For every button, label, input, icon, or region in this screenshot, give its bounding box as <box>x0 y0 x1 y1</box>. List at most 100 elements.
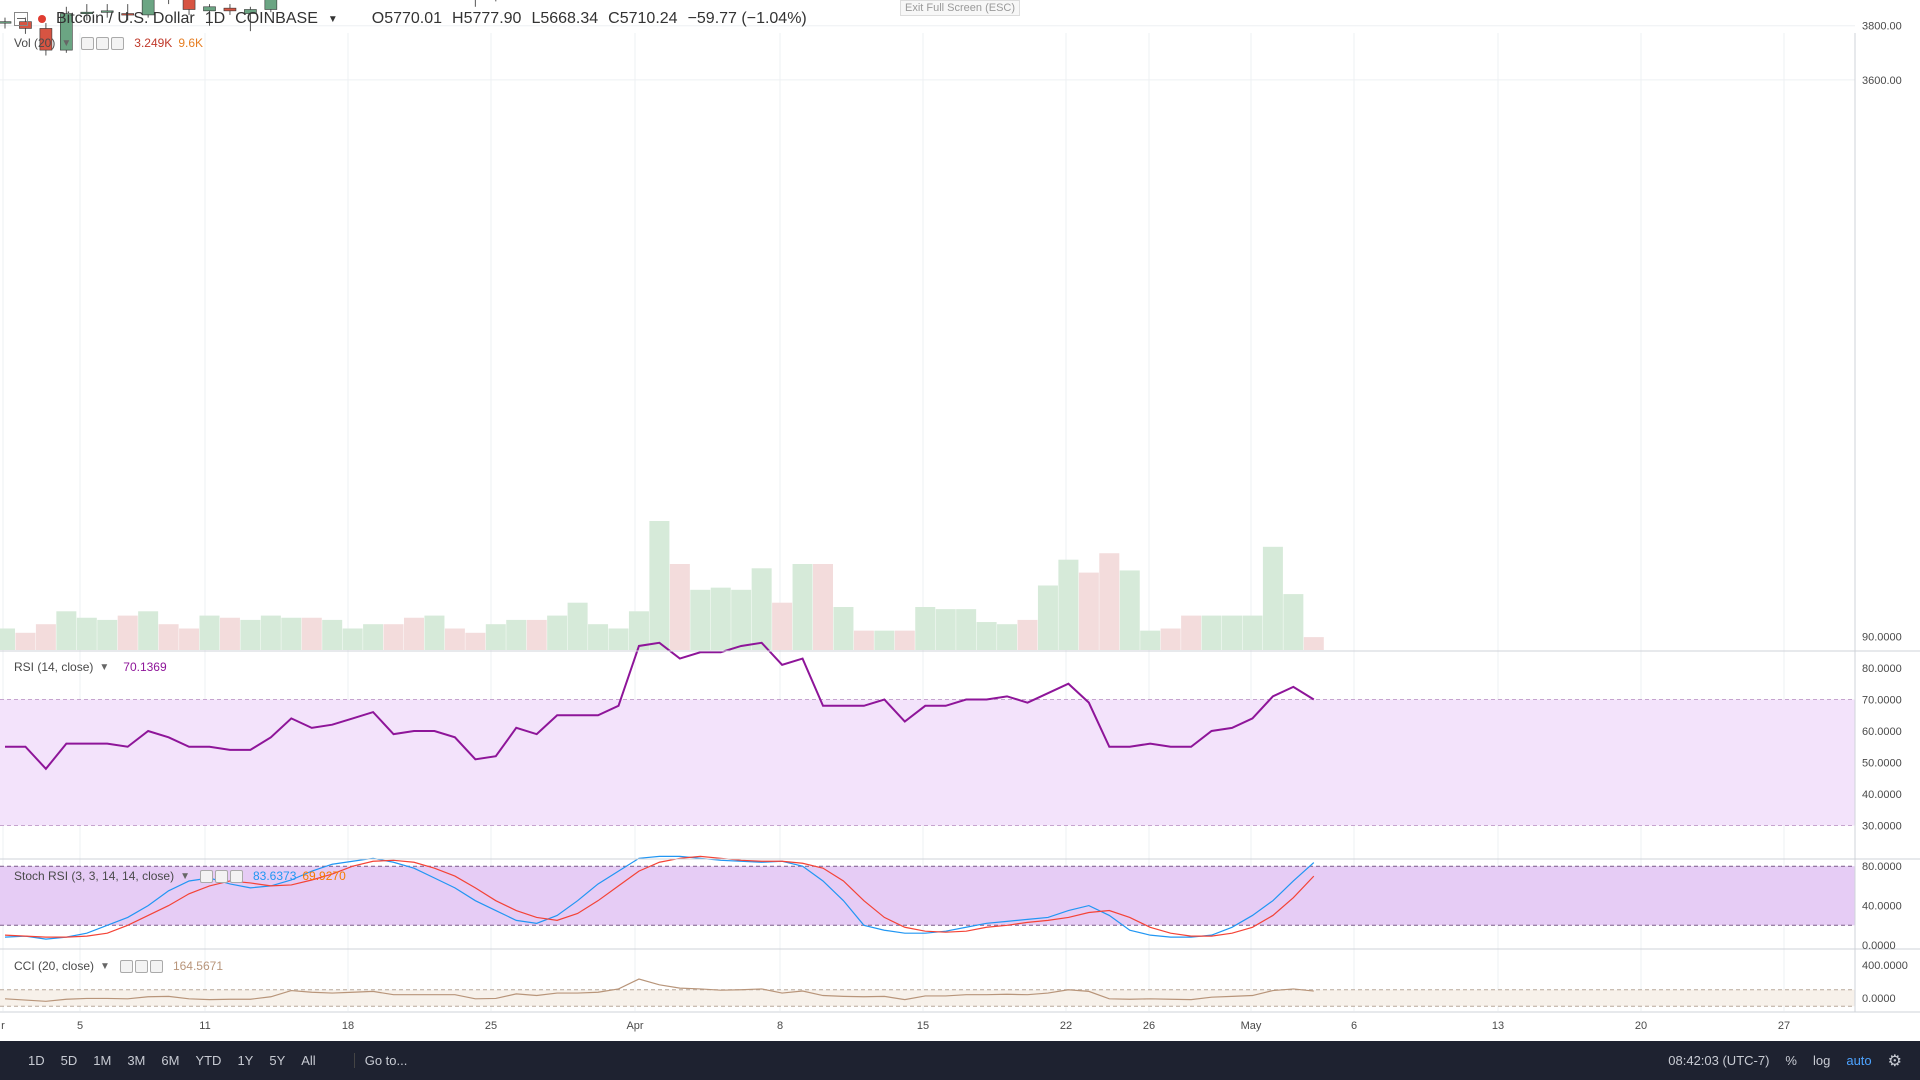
volume-bar <box>976 622 997 650</box>
close-value: C5710.24 <box>608 10 678 27</box>
volume-bar <box>751 568 772 650</box>
date-tick-label: 13 <box>1492 1020 1504 1032</box>
stoch-d-line <box>4 855 1315 938</box>
timeframe-5y[interactable]: 5Y <box>269 1053 286 1068</box>
cci-line <box>4 978 1314 1002</box>
ohlc-values: O5770.01 H5777.90 L5668.34 C5710.24 −59.… <box>372 10 807 28</box>
candle <box>100 4 114 18</box>
candle <box>141 0 155 18</box>
clock[interactable]: 08:42:03 (UTC-7) <box>1668 1053 1770 1068</box>
candle-body <box>0 21 12 24</box>
volume-bar <box>1181 615 1202 650</box>
close-icon[interactable] <box>229 869 243 883</box>
volume-bar <box>608 628 629 650</box>
volume-bar <box>690 589 711 650</box>
chevron-down-icon[interactable]: ▼ <box>99 661 110 673</box>
rsi-legend: RSI (14, close) ▼ 70.1369 <box>14 660 167 674</box>
goto-button[interactable]: Go to... <box>353 1053 407 1068</box>
low-value: L5668.34 <box>531 10 599 27</box>
volume-bar <box>219 617 240 650</box>
eye-icon[interactable] <box>199 869 213 883</box>
volume-bar <box>97 619 118 650</box>
close-icon[interactable] <box>149 959 163 973</box>
high-value: H5777.90 <box>452 10 522 27</box>
volume-histogram <box>0 521 1324 650</box>
date-tick-label: 26 <box>1143 1020 1155 1032</box>
volume-bar <box>444 628 465 650</box>
date-tick-label: 6 <box>1351 1020 1357 1032</box>
symbol-name[interactable]: Bitcoin / U.S. Dollar <box>56 10 195 27</box>
date-tick-label: 8 <box>777 1020 783 1032</box>
stoch-rsi-label[interactable]: Stoch RSI (3, 3, 14, 14, close) <box>14 869 175 883</box>
candle <box>39 23 53 56</box>
candle <box>203 4 216 26</box>
legend-buttons <box>199 869 243 883</box>
candle <box>182 0 196 15</box>
volume-bar <box>874 630 895 650</box>
chevron-down-icon[interactable]: ▼ <box>61 37 72 49</box>
volume-bar <box>56 611 77 650</box>
price-tick-label: 3600.00 <box>1862 75 1902 87</box>
collapse-icon[interactable] <box>14 12 28 26</box>
rsi-label[interactable]: RSI (14, close) <box>14 660 94 674</box>
timeframe-3m[interactable]: 3M <box>127 1053 146 1068</box>
percent-toggle[interactable]: % <box>1785 1053 1797 1068</box>
exit-fullscreen-button[interactable]: Exit Full Screen (ESC) <box>900 0 1021 16</box>
volume-bar <box>1222 615 1242 650</box>
eye-icon[interactable] <box>81 36 95 50</box>
stoch-rsi-legend: Stoch RSI (3, 3, 14, 14, close) ▼ 83.637… <box>14 869 346 883</box>
timeframe-1d[interactable]: 1D <box>28 1053 45 1068</box>
legend-buttons <box>119 959 163 973</box>
timeframe-5d[interactable]: 5D <box>60 1053 78 1068</box>
volume-bar <box>199 615 220 650</box>
cci-label[interactable]: CCI (20, close) <box>14 959 95 973</box>
interval[interactable]: 1D <box>204 10 226 27</box>
volume-bar <box>710 587 731 650</box>
volume-bar <box>833 607 854 650</box>
rsi-value: 70.1369 <box>123 660 167 674</box>
close-icon[interactable] <box>111 36 125 50</box>
volume-bar <box>404 617 424 650</box>
gear-icon[interactable]: ⚙ <box>1887 1052 1902 1070</box>
candle-body <box>182 0 196 10</box>
timeframe-1y[interactable]: 1Y <box>237 1053 254 1068</box>
volume-bar <box>567 602 588 650</box>
rsi-tick-label: 80.0000 <box>1862 663 1902 675</box>
timeframe-6m[interactable]: 6M <box>161 1053 180 1068</box>
stoch-tick-label: 0.0000 <box>1862 940 1896 952</box>
volume-bar <box>1119 570 1140 650</box>
volume-bar <box>0 628 15 650</box>
volume-legend: Vol (20) ▼ 3.249K 9.6K <box>14 36 203 50</box>
volume-bar <box>465 632 486 650</box>
stoch-d-value: 69.9270 <box>302 869 346 883</box>
timeframe-1m[interactable]: 1M <box>93 1053 112 1068</box>
exchange[interactable]: COINBASE <box>235 10 318 27</box>
rsi-tick-label: 90.0000 <box>1862 632 1902 644</box>
volume-bar <box>281 617 302 650</box>
timeframe-selector: 1D 5D 1M 3M 6M YTD 1Y 5Y All <box>20 1053 324 1068</box>
candle <box>168 0 170 5</box>
volume-bar <box>669 564 690 650</box>
settings-icon[interactable] <box>134 959 148 973</box>
log-toggle[interactable]: log <box>1812 1053 1831 1068</box>
change-value: −59.77 (−1.04%) <box>687 10 807 27</box>
volume-bar <box>588 624 609 650</box>
candle-body <box>121 13 134 16</box>
candle-body <box>141 0 155 16</box>
chevron-down-icon[interactable]: ▼ <box>180 870 190 882</box>
rsi-pane <box>0 641 1855 826</box>
volume-bar <box>1303 637 1324 650</box>
eye-icon[interactable] <box>119 959 133 973</box>
chevron-down-icon[interactable]: ▼ <box>100 960 110 972</box>
settings-icon[interactable] <box>214 869 228 883</box>
auto-toggle[interactable]: auto <box>1846 1053 1872 1068</box>
date-tick-label: 11 <box>199 1020 210 1032</box>
timeframe-ytd[interactable]: YTD <box>195 1053 222 1068</box>
volume-bar <box>1058 559 1079 650</box>
settings-icon[interactable] <box>96 36 110 50</box>
volume-bar <box>853 630 874 650</box>
chevron-down-icon[interactable]: ▼ <box>327 13 338 25</box>
volume-label[interactable]: Vol (20) <box>14 36 56 50</box>
timeframe-all[interactable]: All <box>301 1053 316 1068</box>
